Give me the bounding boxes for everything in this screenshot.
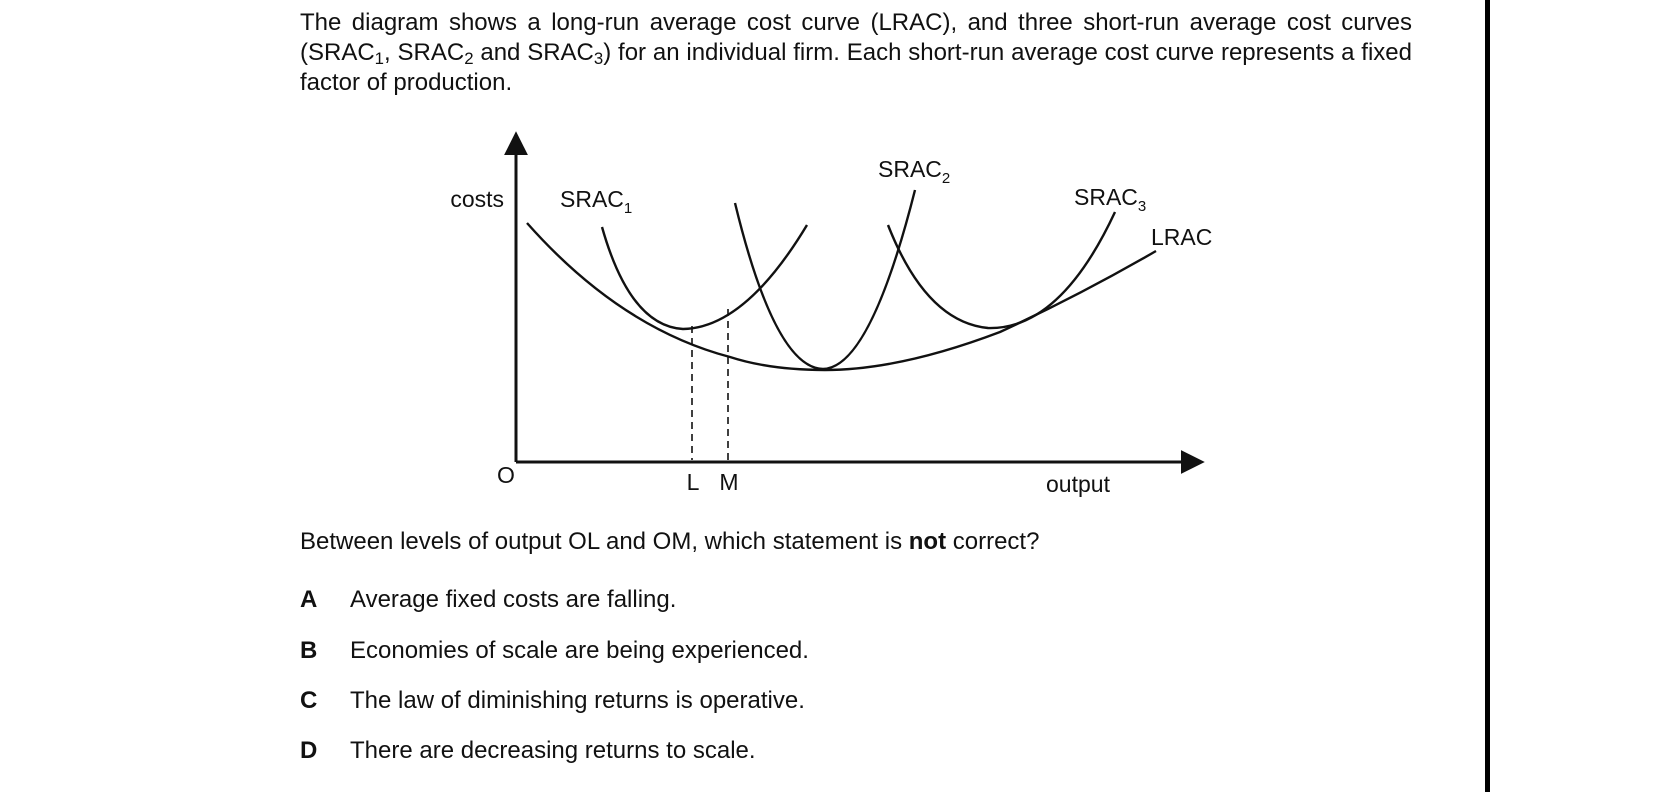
y-axis-label: costs: [450, 186, 504, 212]
srac1-label-sub: 1: [624, 200, 632, 217]
page-border-line: [1485, 0, 1490, 792]
option-d[interactable]: D There are decreasing returns to scale.: [300, 736, 756, 766]
stem-text-2: , SRAC: [384, 39, 465, 66]
stem-subscript-3: 3: [593, 49, 604, 69]
question-prompt: Between levels of output OL and OM, whic…: [300, 528, 1039, 556]
srac3-label-base: SRAC: [1074, 184, 1138, 210]
srac3-curve: [886, 211, 1117, 330]
option-letter: B: [300, 637, 318, 664]
srac3-label-sub: 3: [1138, 198, 1146, 215]
option-letter: D: [300, 737, 318, 764]
option-b[interactable]: B Economies of scale are being experience…: [300, 636, 809, 666]
lrac-curve: [526, 222, 1157, 372]
origin-label: O: [497, 462, 515, 488]
option-text: Economies of scale are being experienced…: [350, 637, 809, 664]
stem-subscript-2: 2: [464, 49, 474, 69]
option-a[interactable]: A Average fixed costs are falling.: [300, 585, 676, 615]
lrac-label: LRAC: [1151, 224, 1212, 250]
srac3-label: SRAC3: [1074, 184, 1146, 215]
question-text-before: Between levels of output OL and OM, whic…: [300, 528, 909, 555]
stem-subscript-1: 1: [374, 49, 385, 69]
stem-text-4: ) for an individual firm. Each short-run…: [300, 39, 1413, 96]
option-letter: C: [300, 687, 318, 714]
srac2-label-sub: 2: [942, 170, 950, 187]
stem-text-1: The diagram shows a long-run average cos…: [300, 9, 1412, 66]
question-stem: The diagram shows a long-run average cos…: [300, 8, 1412, 98]
srac2-curve: [733, 189, 917, 371]
stem-text-3: and SRAC: [473, 39, 594, 66]
marker-l-label: L: [687, 469, 700, 495]
question-emphasis: not: [908, 528, 947, 555]
srac1-label-base: SRAC: [560, 186, 624, 212]
option-text: Average fixed costs are falling.: [350, 586, 677, 613]
srac2-label: SRAC2: [878, 156, 950, 187]
option-text: The law of diminishing returns is operat…: [350, 687, 805, 714]
option-text: There are decreasing returns to scale.: [350, 737, 756, 764]
srac1-curve: [600, 224, 809, 331]
option-letter: A: [300, 586, 318, 613]
option-c[interactable]: C The law of diminishing returns is opera…: [300, 686, 805, 716]
srac2-label-base: SRAC: [878, 156, 942, 182]
question-text-after: correct?: [946, 528, 1040, 555]
marker-m-label: M: [719, 469, 738, 495]
srac1-label: SRAC1: [560, 186, 632, 217]
x-axis-label: output: [1046, 471, 1111, 497]
